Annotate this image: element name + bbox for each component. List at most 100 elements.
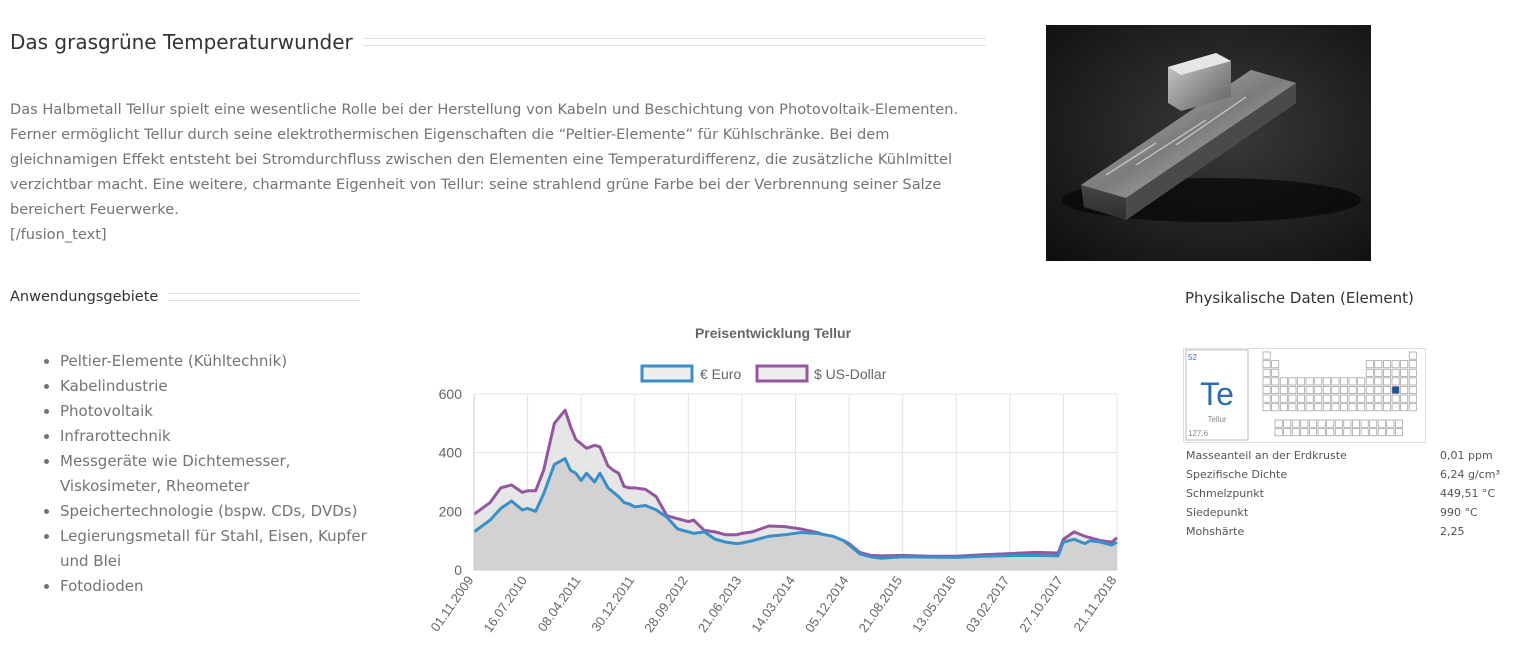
table-row: Masseanteil an der Erdkruste 0,01 ppm xyxy=(1186,446,1500,465)
periodic-cell xyxy=(1357,394,1366,403)
periodic-cell xyxy=(1305,386,1314,394)
periodic-cell xyxy=(1271,377,1280,386)
periodic-cell xyxy=(1383,386,1391,394)
periodic-cell xyxy=(1383,403,1391,412)
periodic-cell xyxy=(1326,419,1335,428)
x-tick-label: 08.04.2011 xyxy=(535,573,584,634)
periodic-cell xyxy=(1340,403,1348,412)
periodic-cell xyxy=(1279,386,1288,394)
periodic-cell xyxy=(1317,419,1326,428)
periodic-cell xyxy=(1262,394,1271,403)
intro-heading: Das grasgrüne Temperaturwunder xyxy=(10,30,986,54)
periodic-cell xyxy=(1391,360,1400,369)
row-label: Masseanteil an der Erdkruste xyxy=(1186,449,1347,462)
periodic-cell xyxy=(1374,377,1383,386)
legend-usd-swatch[interactable] xyxy=(755,364,809,383)
periodic-cell xyxy=(1297,394,1305,403)
periodic-cell xyxy=(1374,386,1383,394)
periodic-cell xyxy=(1274,428,1283,437)
periodic-cell xyxy=(1365,360,1374,369)
periodic-cell xyxy=(1400,394,1409,403)
periodic-cell xyxy=(1288,403,1297,412)
periodic-cell xyxy=(1300,419,1309,428)
applications-title: Anwendungsgebiete xyxy=(10,289,159,305)
periodic-cell xyxy=(1408,351,1417,360)
legend-usd-label[interactable]: $ US-Dollar xyxy=(814,366,887,382)
periodic-cell xyxy=(1374,368,1383,377)
atomic-number: 52 xyxy=(1188,353,1197,362)
periodic-cell xyxy=(1383,394,1391,403)
periodic-cell xyxy=(1314,386,1323,394)
periodic-cell xyxy=(1391,368,1400,377)
periodic-cell xyxy=(1322,403,1331,412)
element-symbol: Te xyxy=(1200,376,1234,412)
x-tick-label: 21.11.2018 xyxy=(1070,573,1119,634)
periodic-cell xyxy=(1331,386,1340,394)
periodic-cell xyxy=(1279,394,1288,403)
x-tick-label: 14.03.2014 xyxy=(748,573,798,635)
periodic-cell xyxy=(1297,403,1305,412)
periodic-cell xyxy=(1279,377,1288,386)
list-item: Photovoltaik xyxy=(60,399,370,424)
periodic-cell xyxy=(1297,377,1305,386)
applications-list: Peltier-Elemente (Kühltechnik) Kabelindu… xyxy=(10,349,370,599)
periodic-cell xyxy=(1343,428,1352,437)
table-row: Mohshärte 2,25 xyxy=(1186,522,1500,541)
periodic-cell xyxy=(1357,403,1366,412)
periodic-cell xyxy=(1322,386,1331,394)
periodic-cell xyxy=(1305,394,1314,403)
periodic-cell xyxy=(1314,403,1323,412)
physical-data-title: Physikalische Daten (Element) xyxy=(1185,289,1414,307)
intro-paragraph: Das Halbmetall Tellur spielt eine wesent… xyxy=(10,101,959,218)
periodic-cell xyxy=(1291,428,1300,437)
x-tick-label: 28.09.2012 xyxy=(641,573,691,635)
periodic-cell xyxy=(1408,394,1417,403)
chart-areas xyxy=(473,394,1118,571)
y-tick-label: 600 xyxy=(439,386,463,402)
periodic-cell xyxy=(1348,386,1357,394)
element-tile xyxy=(1185,349,1249,441)
periodic-cell xyxy=(1400,368,1409,377)
periodic-cell xyxy=(1369,428,1378,437)
table-row: Schmelzpunkt 449,51 °C xyxy=(1186,484,1500,503)
periodic-table-svg: 52 Te Tellur 127,6 xyxy=(1183,348,1426,443)
row-label: Schmelzpunkt xyxy=(1186,487,1264,500)
periodic-cell xyxy=(1314,377,1323,386)
periodic-cell xyxy=(1365,394,1374,403)
periodic-cell xyxy=(1279,403,1288,412)
periodic-cell xyxy=(1309,419,1317,428)
periodic-cell xyxy=(1377,428,1386,437)
row-label: Siedepunkt xyxy=(1186,506,1249,519)
y-tick-label: 0 xyxy=(454,562,462,578)
x-tick-label: 03.02.2017 xyxy=(963,573,1013,635)
periodic-cell xyxy=(1348,394,1357,403)
periodic-cell xyxy=(1262,386,1271,394)
periodic-cell xyxy=(1400,377,1409,386)
tellurium-cell xyxy=(1391,386,1400,394)
list-item: Peltier-Elemente (Kühltechnik) xyxy=(60,349,370,374)
legend-euro-label[interactable]: € Euro xyxy=(700,366,741,382)
periodic-cell xyxy=(1274,419,1283,428)
periodic-cell xyxy=(1383,360,1391,369)
x-tick-label: 16.07.2010 xyxy=(480,573,530,635)
title-separator xyxy=(362,38,986,46)
periodic-cell xyxy=(1386,419,1395,428)
periodic-cell xyxy=(1343,419,1352,428)
chart-title: Preisentwicklung Tellur xyxy=(695,325,852,341)
periodic-cell xyxy=(1365,368,1374,377)
periodic-cell xyxy=(1365,377,1374,386)
x-tick-label: 21.06.2013 xyxy=(695,573,745,635)
x-axis: 01.11.2009 16.07.2010 08.04.2011 30.12.2011… xyxy=(427,573,1119,635)
periodic-cell xyxy=(1391,403,1400,412)
y-tick-label: 400 xyxy=(439,445,463,461)
row-value: 0,01 ppm xyxy=(1440,449,1493,462)
periodic-cell xyxy=(1360,428,1369,437)
periodic-cell xyxy=(1408,368,1417,377)
x-tick-label: 21.08.2015 xyxy=(856,573,906,635)
periodic-cell xyxy=(1360,419,1369,428)
periodic-cell xyxy=(1377,419,1386,428)
legend-euro-swatch[interactable] xyxy=(640,364,694,383)
periodic-cell xyxy=(1288,377,1297,386)
periodic-cell xyxy=(1357,377,1366,386)
periodic-cell xyxy=(1326,428,1335,437)
